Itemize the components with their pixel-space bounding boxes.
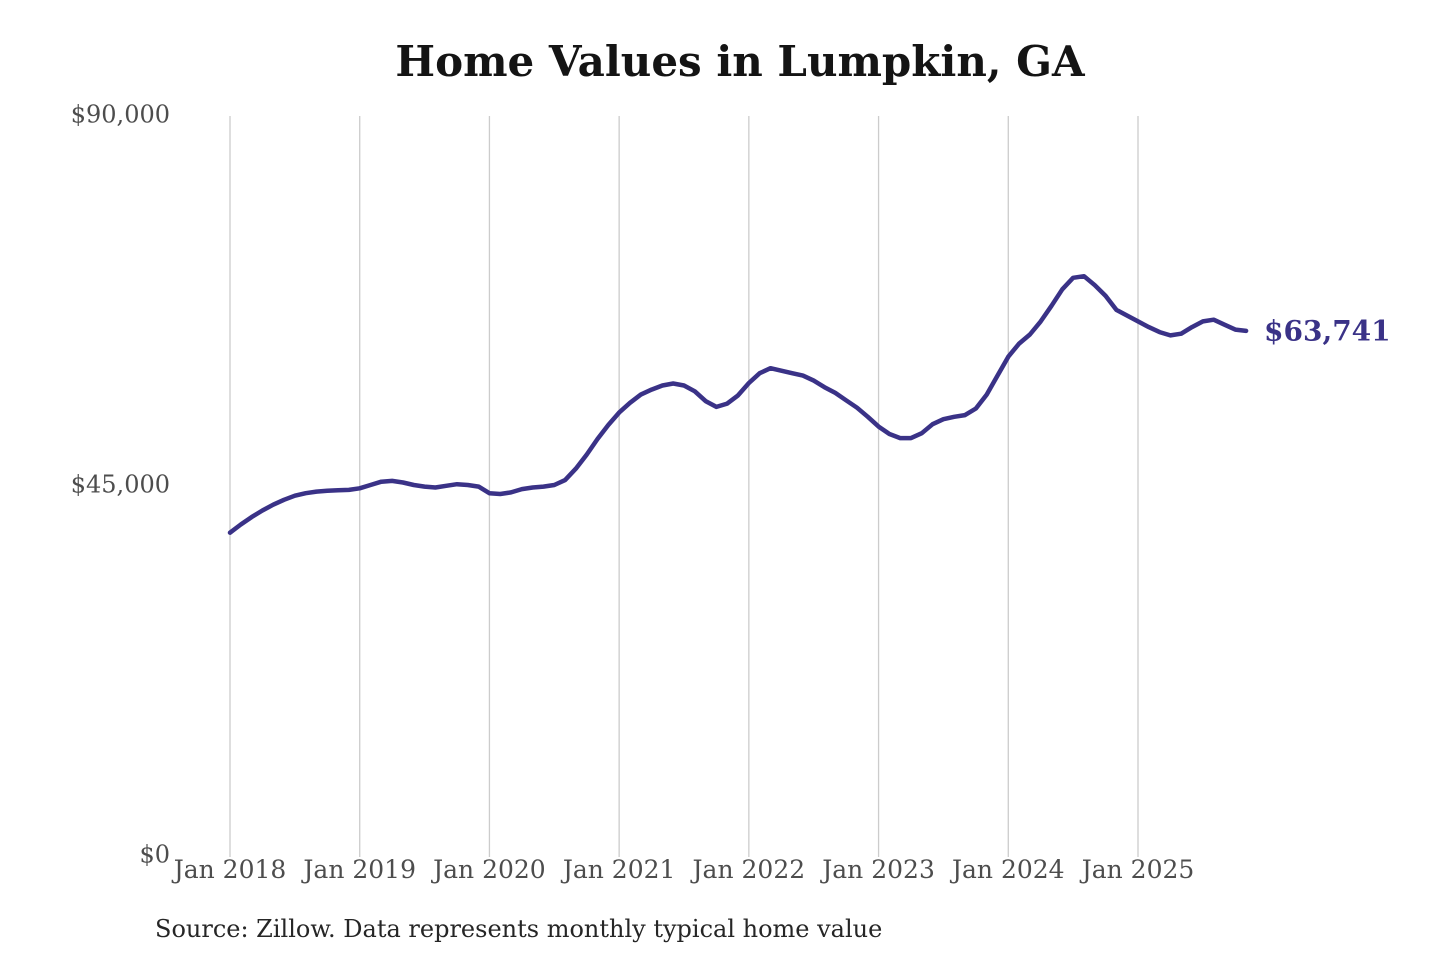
x-axis-tick-label: Jan 2020 [433,855,546,884]
y-axis-tick-label: $45,000 [70,470,170,499]
y-axis-tick-label: $90,000 [70,100,170,129]
x-axis-tick-label: Jan 2025 [1081,855,1195,884]
source-note: Source: Zillow. Data represents monthly … [155,915,883,943]
x-axis-tick-label: Jan 2021 [562,855,676,884]
x-axis-tick-label: Jan 2019 [303,855,416,884]
x-axis-tick-label: Jan 2023 [822,855,935,884]
x-axis-tick-label: Jan 2018 [173,855,287,884]
y-axis-tick-label: $0 [139,840,170,869]
chart-title: Home Values in Lumpkin, GA [395,37,1085,86]
latest-value-label: $63,741 [1264,314,1391,348]
home-value-line [227,273,1249,535]
x-axis-tick-label: Jan 2022 [692,855,806,884]
x-axis-tick-label: Jan 2024 [951,855,1065,884]
